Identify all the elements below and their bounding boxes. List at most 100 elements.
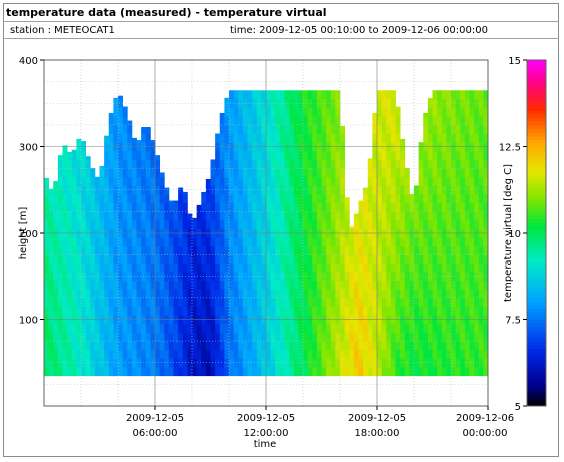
heatmap-cell bbox=[353, 289, 359, 299]
heatmap-cell bbox=[108, 341, 114, 351]
heatmap-cell bbox=[224, 367, 230, 377]
heatmap-cell bbox=[71, 202, 77, 212]
heatmap-cell bbox=[478, 202, 484, 212]
heatmap-cell bbox=[210, 280, 216, 290]
heatmap-cell bbox=[275, 159, 281, 169]
heatmap-cell bbox=[127, 271, 133, 281]
heatmap-cell bbox=[377, 263, 383, 273]
heatmap-cell bbox=[353, 367, 359, 377]
heatmap-cell bbox=[284, 306, 290, 316]
heatmap-cell bbox=[53, 271, 59, 281]
heatmap-cell bbox=[99, 254, 105, 264]
heatmap-cell bbox=[159, 263, 165, 273]
heatmap-cell bbox=[418, 271, 424, 281]
heatmap-cell bbox=[219, 211, 225, 221]
heatmap-cell bbox=[168, 211, 174, 221]
heatmap-cell bbox=[316, 341, 322, 351]
heatmap-cell bbox=[404, 245, 410, 256]
heatmap-cell bbox=[372, 254, 378, 264]
heatmap-cell bbox=[377, 107, 383, 117]
heatmap-cell bbox=[150, 202, 156, 212]
heatmap-cell bbox=[127, 194, 133, 204]
heatmap-cell bbox=[395, 245, 401, 256]
heatmap-cell bbox=[437, 263, 443, 273]
heatmap-cell bbox=[196, 289, 202, 299]
heatmap-cell bbox=[256, 194, 262, 204]
heatmap-cell bbox=[289, 133, 295, 143]
heatmap-cell bbox=[201, 349, 207, 359]
heatmap-cell bbox=[136, 358, 142, 368]
heatmap-cell bbox=[270, 98, 276, 108]
heatmap-cell bbox=[118, 271, 124, 281]
heatmap-cell bbox=[182, 306, 188, 316]
heatmap-cell bbox=[238, 116, 244, 126]
heatmap-cell bbox=[205, 367, 211, 377]
heatmap-cell bbox=[182, 323, 188, 333]
heatmap-cell bbox=[437, 98, 443, 108]
heatmap-cell bbox=[266, 194, 272, 204]
heatmap-cell bbox=[53, 211, 59, 221]
heatmap-cell bbox=[145, 245, 151, 256]
heatmap-cell bbox=[390, 202, 396, 212]
heatmap-cell bbox=[219, 176, 225, 186]
heatmap-cell bbox=[108, 112, 114, 117]
heatmap-cell bbox=[122, 168, 128, 178]
heatmap-cell bbox=[210, 323, 216, 333]
heatmap-cell bbox=[312, 220, 318, 230]
heatmap-cell bbox=[71, 237, 77, 247]
heatmap-cell bbox=[122, 349, 128, 359]
heatmap-cell bbox=[270, 245, 276, 256]
heatmap-cell bbox=[94, 211, 100, 221]
colorbar-segment bbox=[527, 373, 546, 378]
heatmap-cell bbox=[252, 176, 258, 186]
heatmap-cell bbox=[451, 220, 457, 230]
heatmap-cell bbox=[414, 280, 420, 290]
heatmap-cell bbox=[483, 245, 489, 256]
heatmap-cell bbox=[293, 297, 299, 307]
heatmap-cell bbox=[386, 297, 392, 307]
heatmap-cell bbox=[478, 306, 484, 316]
heatmap-cell bbox=[298, 168, 304, 178]
heatmap-cell bbox=[390, 280, 396, 290]
colorbar-segment bbox=[527, 193, 546, 198]
heatmap-cell bbox=[238, 176, 244, 186]
heatmap-cell bbox=[446, 323, 452, 333]
heatmap-cell bbox=[104, 280, 110, 290]
heatmap-cell bbox=[196, 358, 202, 368]
heatmap-cell bbox=[372, 159, 378, 169]
heatmap-cell bbox=[483, 220, 489, 230]
heatmap-cell bbox=[446, 90, 452, 100]
heatmap-cell bbox=[104, 176, 110, 186]
heatmap-cell bbox=[386, 237, 392, 247]
heatmap-cell bbox=[210, 332, 216, 342]
heatmap-cell bbox=[409, 254, 415, 264]
heatmap-cell bbox=[446, 168, 452, 178]
heatmap-cell bbox=[358, 211, 364, 221]
heatmap-cell bbox=[340, 358, 346, 368]
heatmap-cell bbox=[76, 245, 82, 256]
heatmap-cell bbox=[187, 323, 193, 333]
heatmap-cell bbox=[205, 202, 211, 212]
heatmap-cell bbox=[224, 124, 230, 134]
heatmap-cell bbox=[145, 220, 151, 230]
heatmap-cell bbox=[224, 116, 230, 126]
x-tick-label-date: 2009-12-05 bbox=[126, 413, 184, 424]
heatmap-cell bbox=[219, 112, 225, 117]
heatmap-cell bbox=[372, 124, 378, 134]
heatmap-cell bbox=[441, 271, 447, 281]
heatmap-cell bbox=[256, 263, 262, 273]
heatmap-cell bbox=[44, 289, 50, 299]
heatmap-cell bbox=[377, 280, 383, 290]
heatmap-cell bbox=[298, 237, 304, 247]
heatmap-cell bbox=[478, 159, 484, 169]
heatmap-cell bbox=[210, 254, 216, 264]
heatmap-cell bbox=[400, 332, 406, 342]
heatmap-cell bbox=[279, 211, 285, 221]
heatmap-cell bbox=[381, 124, 387, 134]
heatmap-cell bbox=[432, 280, 438, 290]
heatmap-cell bbox=[418, 237, 424, 247]
heatmap-cell bbox=[155, 323, 161, 333]
heatmap-cell bbox=[275, 323, 281, 333]
heatmap-cell bbox=[321, 289, 327, 299]
heatmap-cell bbox=[94, 306, 100, 316]
